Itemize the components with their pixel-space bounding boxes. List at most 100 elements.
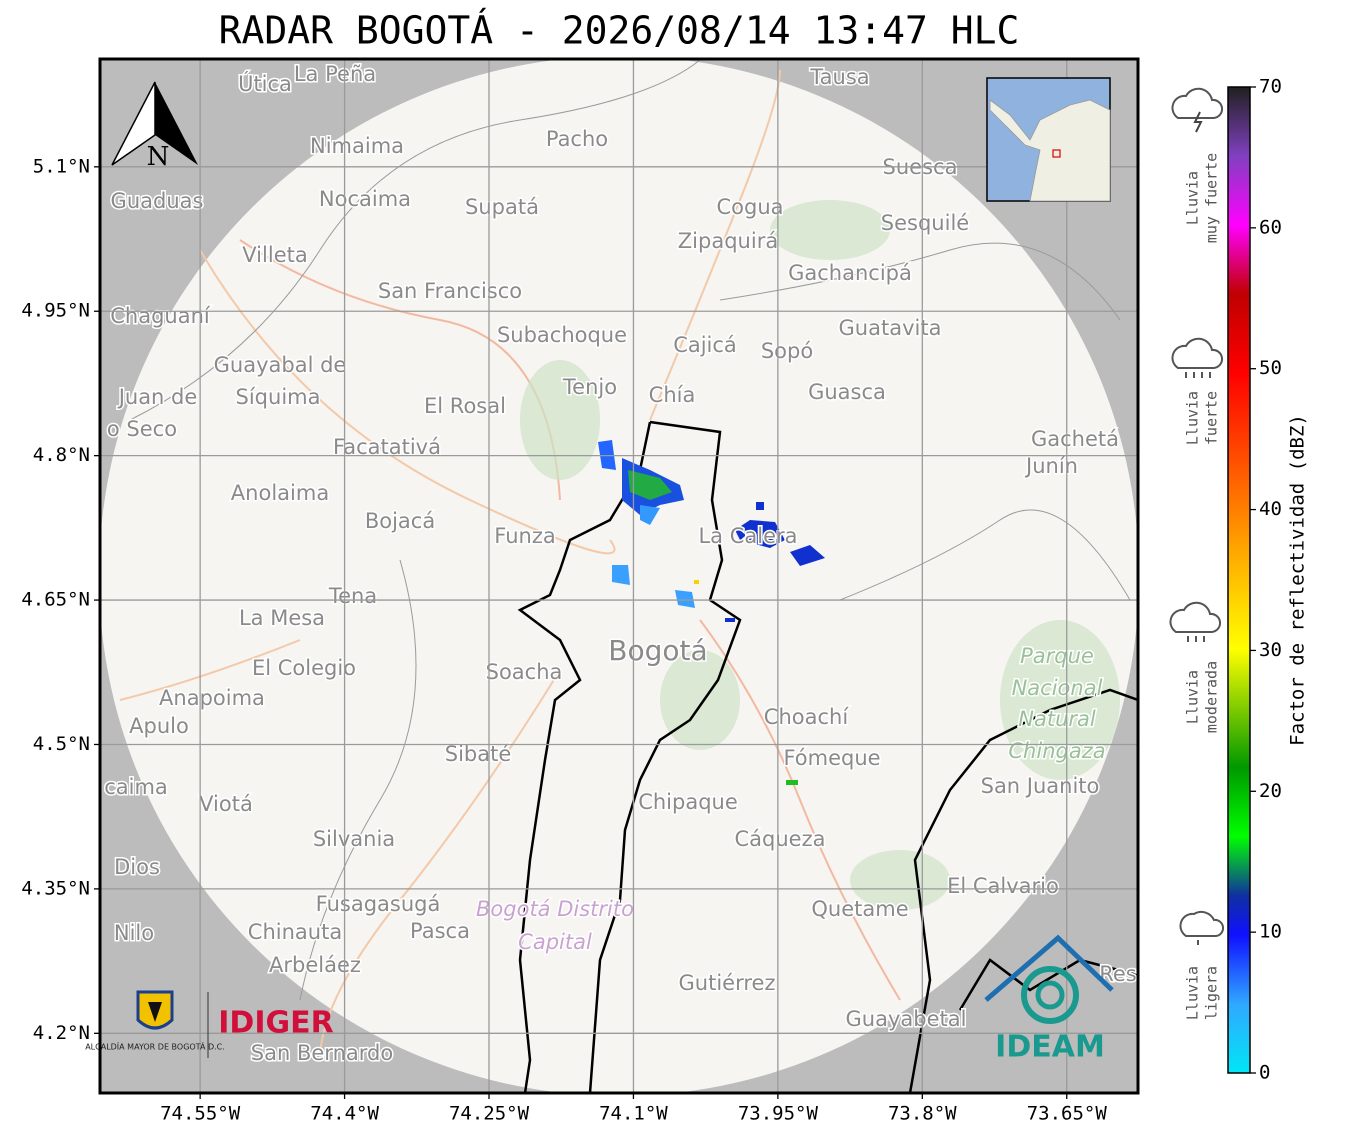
place-label: Bogotá (608, 634, 707, 667)
lat-tick-label: 4.95°N (21, 300, 90, 322)
alcaldia-logo: ALCALDÍA MAYOR DE BOGOTÁ D.C. (85, 990, 225, 1058)
place-label: San Francisco (378, 279, 522, 303)
place-label: Tenjo (562, 375, 617, 399)
place-label: Silvania (313, 827, 395, 851)
inset-map (986, 77, 1111, 202)
place-label: Apulo (129, 714, 189, 738)
place-label: Anolaima (231, 481, 329, 505)
rain-legend-label: Lluvia (1184, 171, 1202, 225)
rain-legend-label: ligera (1203, 966, 1221, 1020)
rain-legend-label: moderada (1203, 661, 1221, 733)
north-label: N (147, 142, 170, 172)
colorbar-tick-label: 70 (1259, 76, 1282, 98)
rain-legend-label: Lluvia (1184, 391, 1202, 445)
title: RADAR BOGOTÁ - 2026/08/14 13:47 HLC (219, 9, 1020, 53)
rain-icons (1169, 87, 1225, 945)
place-label: Fusagasugá (316, 892, 441, 916)
place-label: San Juanito (981, 774, 1100, 798)
place-label: Soacha (486, 660, 563, 684)
place-label: Nilo (114, 921, 154, 945)
colorbar-ticks: 0 10 20 30 40 50 60 70 (1250, 76, 1282, 1084)
lat-tick-label: 4.2°N (33, 1022, 90, 1044)
place-label: La Mesa (239, 606, 325, 630)
colorbar-tick-label: 50 (1259, 357, 1282, 379)
lat-tick-label: 4.8°N (33, 444, 90, 466)
lon-tick-label: 74.1°W (599, 1103, 668, 1125)
place-label: Pasca (410, 919, 470, 943)
lon-tick-label: 74.55°W (160, 1103, 241, 1125)
axes: 74.55°W 74.4°W 74.25°W 74.1°W 73.95°W 73.8°W 7… (21, 155, 1107, 1124)
lat-tick-label: 4.65°N (21, 589, 90, 611)
colorbar (1227, 86, 1251, 1074)
place-label: La Peña (294, 62, 376, 86)
place-label: Pacho (546, 127, 608, 151)
place-label: o Seco (107, 417, 177, 441)
place-label: Parque (1020, 644, 1094, 668)
place-label: Natural (1018, 707, 1096, 731)
place-label: San Bernardo (251, 1041, 393, 1065)
place-label: Cáqueza (735, 827, 826, 851)
place-label: Chinauta (248, 920, 342, 944)
place-label: Síquima (236, 385, 321, 409)
lon-tick-label: 73.8°W (888, 1103, 957, 1125)
rain-legend-label: muy fuerte (1203, 153, 1221, 243)
place-label: Guaduas (111, 189, 204, 213)
place-label: caima (104, 775, 168, 799)
place-label: Tausa (809, 65, 869, 89)
place-label: Villeta (242, 243, 307, 267)
place-label: Arbeláez (269, 953, 361, 977)
place-label: Fómeque (783, 746, 880, 770)
place-label: Sesquilé (881, 211, 969, 235)
colorbar-tick-label: 0 (1259, 1062, 1270, 1084)
place-label: El Rosal (424, 394, 506, 418)
place-label: Zipaquirá (678, 229, 778, 253)
forest (520, 200, 1120, 910)
place-label: Subachoque (497, 323, 627, 347)
place-label: Bogotá Distrito (476, 897, 634, 921)
place-label: Guatavita (839, 316, 942, 340)
place-label: Sopó (761, 339, 813, 363)
place-label: Guayabal de (214, 353, 347, 377)
place-label: Guasca (808, 380, 886, 404)
alcaldia-text: ALCALDÍA MAYOR DE BOGOTÁ D.C. (85, 1041, 225, 1052)
place-label: Nacional (1012, 676, 1103, 700)
lon-tick-label: 73.95°W (738, 1103, 819, 1125)
place-label: Nimaima (310, 134, 404, 158)
rain-legend-label: Lluvia (1184, 966, 1202, 1020)
place-label: El Colegio (252, 656, 356, 680)
place-label: Gachetá (1031, 427, 1119, 451)
place-label: Junín (1024, 454, 1078, 478)
place-label: Gutiérrez (679, 971, 776, 995)
place-label: Juan de (117, 385, 198, 409)
place-label: Choachí (764, 705, 850, 729)
idiger-logo: IDIGER (218, 1006, 333, 1041)
place-label: Chía (649, 383, 696, 407)
place-label: Supatá (465, 195, 539, 219)
place-label: Anapoima (159, 686, 265, 710)
place-label: Chingaza (1008, 739, 1105, 763)
rain-legend-label: Lluvia (1184, 670, 1202, 724)
department-boundary (908, 688, 1138, 1093)
place-label: Viotá (199, 792, 253, 816)
map: Útica La Peña TausaPachoNimaimaSuescaGuadu… (100, 59, 1138, 1093)
place-label: Guayabetal (846, 1007, 967, 1031)
colorbar-tick-label: 40 (1259, 498, 1282, 520)
lat-tick-label: 4.5°N (33, 733, 90, 755)
boundaries (129, 59, 1131, 1001)
place-labels: Útica La Peña TausaPachoNimaimaSuescaGuadu… (103, 61, 1138, 1067)
radar-echoes (598, 440, 825, 785)
lon-tick-label: 74.25°W (449, 1103, 530, 1125)
ideam-text: IDEAM (995, 1030, 1105, 1065)
graticule (100, 59, 1138, 1093)
place-label: Bojacá (365, 509, 435, 533)
lat-tick-label: 5.1°N (33, 155, 90, 177)
lat-tick-label: 4.35°N (21, 877, 90, 899)
colorbar-tick-label: 60 (1259, 216, 1282, 238)
place-label: Chaguaní (110, 304, 211, 328)
place-label: Nocaima (319, 187, 411, 211)
place-label: Tena (328, 584, 377, 608)
place-label: Cogua (716, 195, 783, 219)
place-label: El Calvario (947, 874, 1059, 898)
